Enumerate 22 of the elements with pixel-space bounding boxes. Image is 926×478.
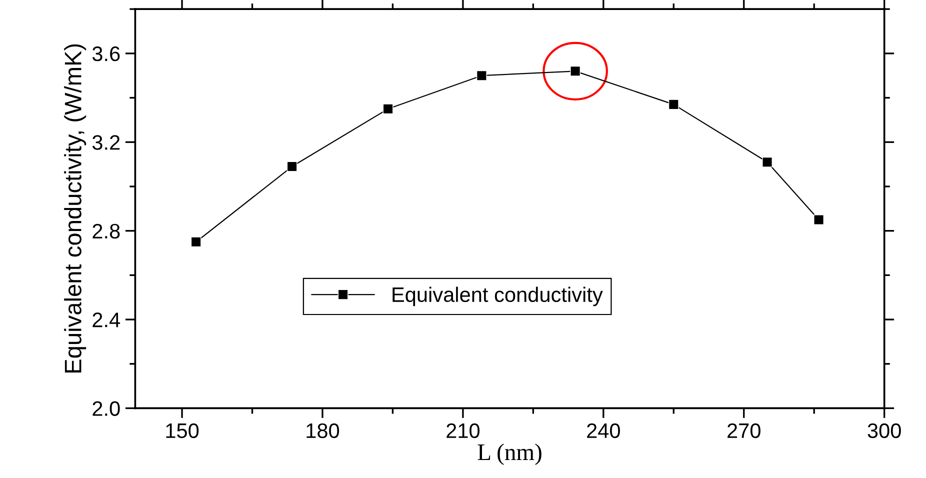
x-tick-label: 150 xyxy=(166,423,199,438)
y-tick-label: 3.2 xyxy=(92,135,120,150)
legend-label: Equivalent conductivity xyxy=(392,286,603,306)
point xyxy=(570,66,581,76)
y-tick-label: 2.8 xyxy=(92,224,120,239)
point xyxy=(668,99,679,110)
y-tick-label: 2.4 xyxy=(92,312,120,328)
x-tick-label: 180 xyxy=(306,423,340,438)
y-axis-title: Equivalent conductivity, (W/mK) xyxy=(64,44,86,372)
point xyxy=(286,161,298,172)
x-axis-title: L (nm) xyxy=(478,444,542,466)
point xyxy=(762,156,772,168)
point xyxy=(382,104,394,114)
x-tick-label: 210 xyxy=(446,423,480,438)
point xyxy=(476,70,487,81)
y-tick-label: 3.6 xyxy=(92,46,120,62)
x-tick-label: 240 xyxy=(587,423,620,438)
x-tick-label: 300 xyxy=(868,423,901,438)
x-tick-label: 270 xyxy=(728,423,760,438)
point xyxy=(814,214,824,225)
y-tick-label: 2.0 xyxy=(92,401,120,416)
point xyxy=(190,236,202,248)
